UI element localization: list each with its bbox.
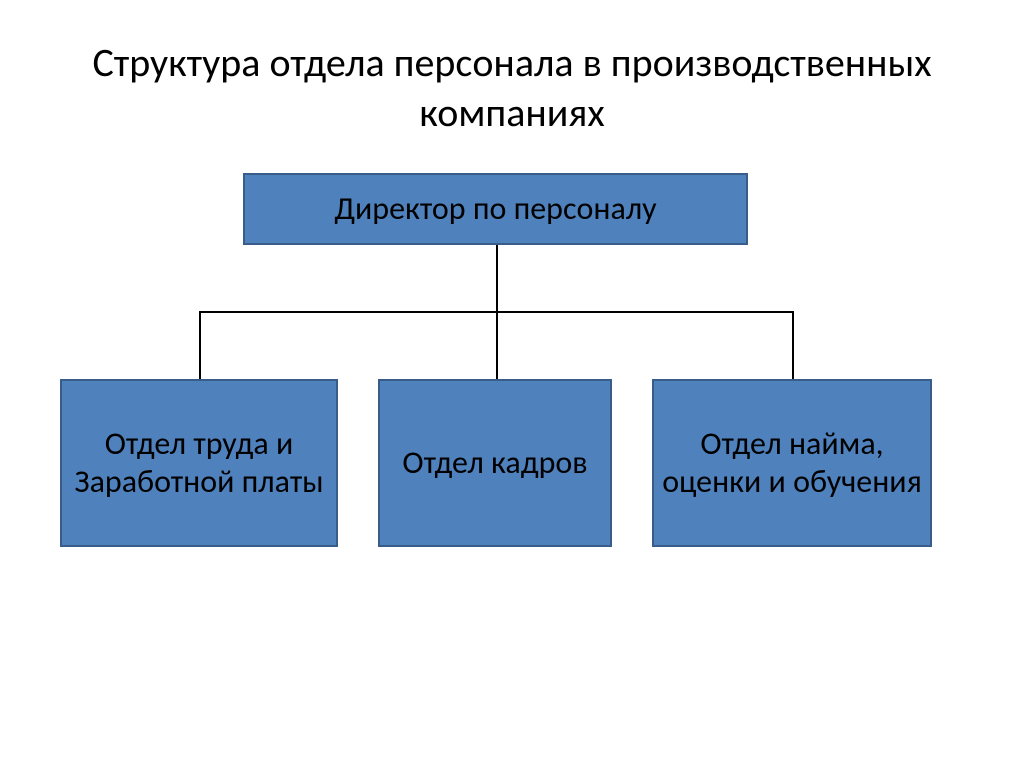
connector-stem [496,245,498,313]
connector-drop-1 [199,311,201,379]
node-child-2: Отдел кадров [378,379,612,547]
connector-drop-3 [792,311,794,379]
node-child-1: Отдел труда и Заработной платы [60,379,338,547]
org-chart: Директор по персоналу Отдел труда и Зара… [0,173,1024,733]
connector-drop-2 [496,311,498,379]
node-root: Директор по персоналу [243,173,748,245]
node-child-3: Отдел найма, оценки и обучения [652,379,932,547]
diagram-title: Структура отдела персонала в производств… [0,0,1024,138]
